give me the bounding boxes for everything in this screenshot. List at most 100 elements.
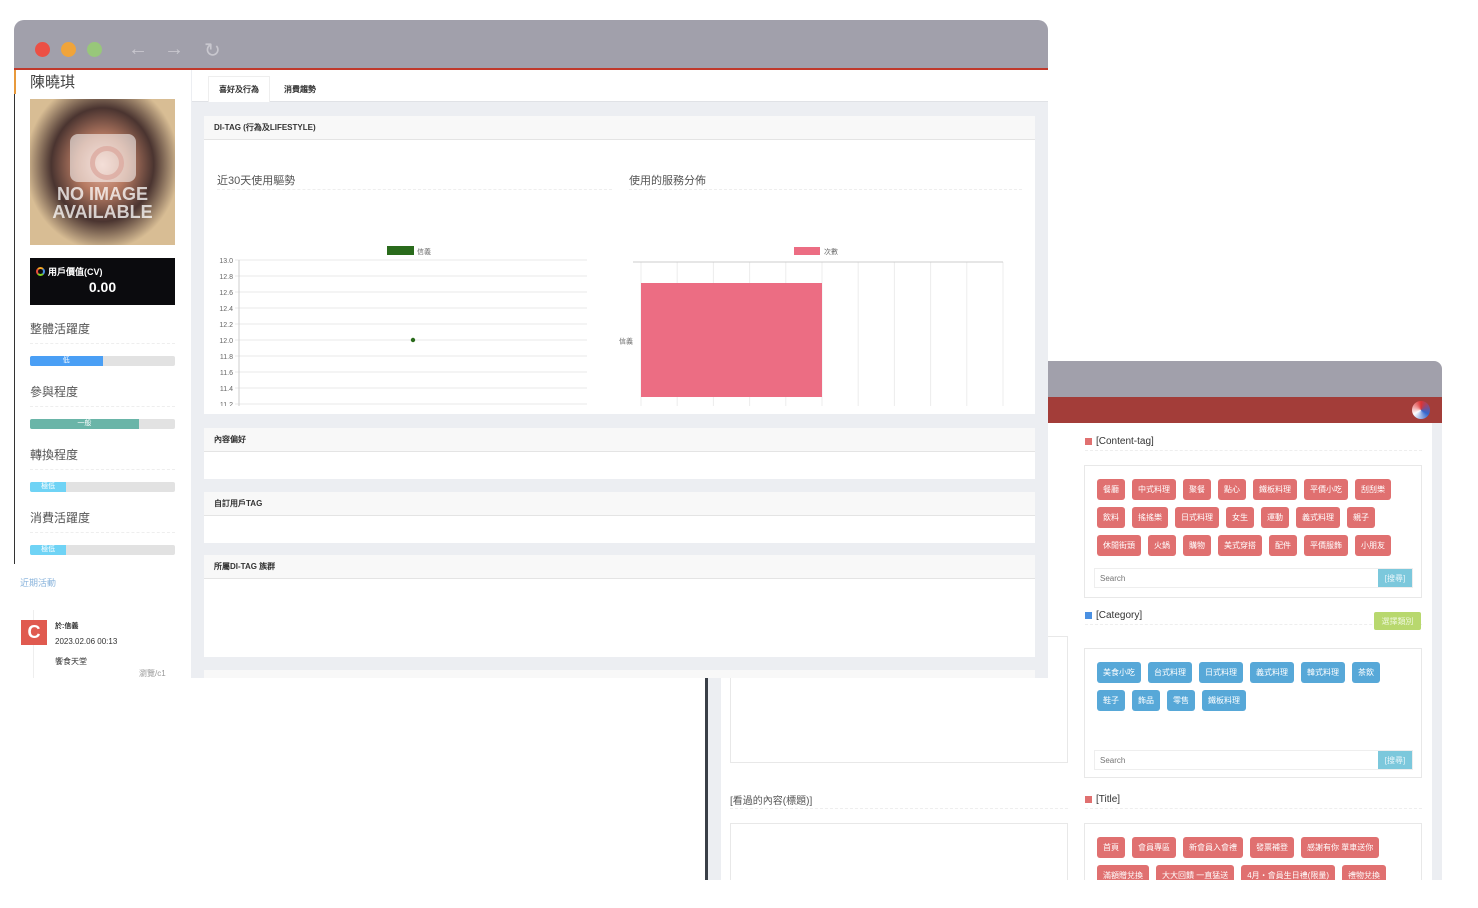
card-title: 自訂用戶TAG: [204, 492, 1035, 516]
tag-button[interactable]: 點心: [1218, 479, 1246, 500]
ditag-card: DI-TAG (行為及LIFESTYLE) 近30天使用驅勢 使用的服務分佈 1…: [204, 116, 1035, 414]
tag-button[interactable]: 休閒街頭: [1097, 535, 1141, 556]
divider: [705, 678, 708, 880]
accent-marker: [14, 70, 16, 94]
metric-label: 消費活躍度: [30, 509, 175, 533]
profile-sidebar: 陳曉琪 NO IMAGE AVAILABLE 用戶價值(CV) 0.00 整體活…: [14, 70, 191, 678]
tag-button[interactable]: 聚餐: [1183, 479, 1211, 500]
tag-button[interactable]: 餐廳: [1097, 479, 1125, 500]
tag-button[interactable]: 鞋子: [1097, 690, 1125, 711]
tag-button[interactable]: 鐵板料理: [1202, 690, 1246, 711]
metric-progress-bar: 低: [30, 356, 175, 366]
activity-location: 於:信義: [55, 623, 79, 630]
tag-button[interactable]: 女生: [1226, 507, 1254, 528]
next-card: [204, 670, 1035, 678]
tag-button[interactable]: 發票補登: [1250, 837, 1294, 858]
tab-bar: 喜好及行為 消費趨勢: [192, 70, 1048, 102]
content-preference-card: 內容偏好: [204, 428, 1035, 479]
select-category-button[interactable]: 選擇類別: [1374, 612, 1421, 630]
app-logo-icon: [1412, 401, 1430, 419]
content-tag-search-input[interactable]: [1095, 569, 1378, 587]
tag-button[interactable]: 購物: [1183, 535, 1211, 556]
back-arrow-icon[interactable]: ←: [128, 38, 148, 60]
tag-button[interactable]: 零售: [1167, 690, 1195, 711]
metric-level: 極低: [30, 482, 67, 492]
tag-button[interactable]: 平價服飾: [1304, 535, 1348, 556]
category-search-input[interactable]: [1095, 751, 1378, 769]
card-title: 內容偏好: [204, 428, 1035, 452]
tag-button[interactable]: 台式料理: [1148, 662, 1192, 683]
metric-progress-bar: 極低: [30, 482, 175, 492]
category-search: [搜尋]: [1094, 750, 1413, 770]
tag-button[interactable]: 平價小吃: [1304, 479, 1348, 500]
tag-button[interactable]: 配件: [1269, 535, 1297, 556]
tag-button[interactable]: 首頁: [1097, 837, 1125, 858]
content-tag-heading: [Content-tag]: [1085, 433, 1422, 451]
y-tick-label: 11.4: [220, 386, 233, 393]
tag-button[interactable]: 茶飲: [1352, 662, 1380, 683]
gutter: [708, 678, 721, 880]
recent-activity-link[interactable]: 近期活動: [20, 578, 57, 588]
tag-button[interactable]: 大大回饋 一直猛送: [1156, 865, 1235, 880]
y-tick-label: 12.2: [219, 322, 233, 329]
tag-button[interactable]: 運動: [1261, 507, 1289, 528]
tag-button[interactable]: 禮物兌換: [1342, 865, 1387, 880]
tag-button[interactable]: 火鍋: [1148, 535, 1176, 556]
camera-icon: [70, 134, 136, 182]
tag-button[interactable]: 飾品: [1132, 690, 1160, 711]
scrollbar[interactable]: [1432, 423, 1442, 880]
metric-progress-bar: 極低: [30, 545, 175, 555]
tag-button[interactable]: 滿額贈兌換: [1097, 865, 1149, 880]
category-label: [Category]: [1096, 610, 1143, 621]
chart-title-usage-trend: 近30天使用驅勢: [217, 172, 612, 190]
red-square-icon: [1085, 796, 1092, 803]
category-search-button[interactable]: [搜尋]: [1378, 751, 1412, 769]
tag-button[interactable]: 中式料理: [1132, 479, 1176, 500]
minimize-window-button[interactable]: [61, 42, 76, 57]
ditag-group-card: 所屬DI-TAG 族群: [204, 555, 1035, 657]
content-tag-search-button[interactable]: [搜尋]: [1378, 569, 1412, 587]
tag-button[interactable]: 刮刮樂: [1355, 479, 1391, 500]
tag-button[interactable]: 親子: [1347, 507, 1375, 528]
tag-button[interactable]: 小朋友: [1355, 535, 1391, 556]
no-image-placeholder: NO IMAGE AVAILABLE: [52, 184, 153, 222]
tag-button[interactable]: 鐵板料理: [1253, 479, 1297, 500]
tag-button[interactable]: 日式料理: [1199, 662, 1243, 683]
tag-button[interactable]: 日式料理: [1175, 507, 1219, 528]
bar: [641, 283, 822, 397]
chart-title-service-distribution: 使用的服務分佈: [629, 172, 1022, 190]
activity-action: 瀏覽/c1: [139, 669, 166, 678]
tag-button[interactable]: 搖搖樂: [1132, 507, 1168, 528]
metric-progress-bar: 一般: [30, 419, 175, 429]
reload-icon[interactable]: ↻: [204, 40, 221, 62]
tag-button[interactable]: 4月・會員生日禮(限量): [1241, 865, 1336, 880]
activity-avatar: C: [21, 620, 47, 645]
legend-swatch: [794, 247, 820, 255]
red-square-icon: [1085, 438, 1092, 445]
viewed-title-heading: [看過的內容(標題)]: [730, 791, 1068, 809]
legend-label: 次數: [824, 247, 838, 256]
tag-button[interactable]: 新會員入會禮: [1183, 837, 1243, 858]
avatar: NO IMAGE AVAILABLE: [30, 99, 175, 245]
cv-value: 0.00: [88, 279, 117, 295]
close-window-button[interactable]: [35, 42, 50, 57]
sidebar-line: [14, 94, 15, 564]
tag-button[interactable]: 感謝有你 單車送你: [1301, 837, 1380, 858]
tag-button[interactable]: 美食小吃: [1097, 662, 1141, 683]
tag-button[interactable]: 會員專區: [1132, 837, 1176, 858]
tag-button[interactable]: 義式料理: [1296, 507, 1340, 528]
tag-button[interactable]: 韓式料理: [1301, 662, 1345, 683]
tag-button[interactable]: 義式料理: [1250, 662, 1294, 683]
metric-level: 極低: [30, 545, 67, 555]
tab-spending-trend[interactable]: 消費趨勢: [284, 84, 316, 94]
metric-label: 整體活躍度: [30, 320, 175, 344]
activity-place: 饗食天堂: [55, 657, 87, 666]
forward-arrow-icon[interactable]: →: [164, 38, 184, 60]
maximize-window-button[interactable]: [87, 42, 102, 57]
main-window: ← → ↻ 陳曉琪 NO IMAGE AVAILABLE 用戶價值(CV) 0.…: [14, 20, 1048, 678]
y-tick-label: 13.0: [219, 258, 233, 265]
tab-preferences[interactable]: 喜好及行為: [208, 76, 270, 102]
tag-button[interactable]: 飲料: [1097, 507, 1125, 528]
title-bar-border: [14, 68, 1048, 70]
tag-button[interactable]: 美式穿搭: [1218, 535, 1262, 556]
